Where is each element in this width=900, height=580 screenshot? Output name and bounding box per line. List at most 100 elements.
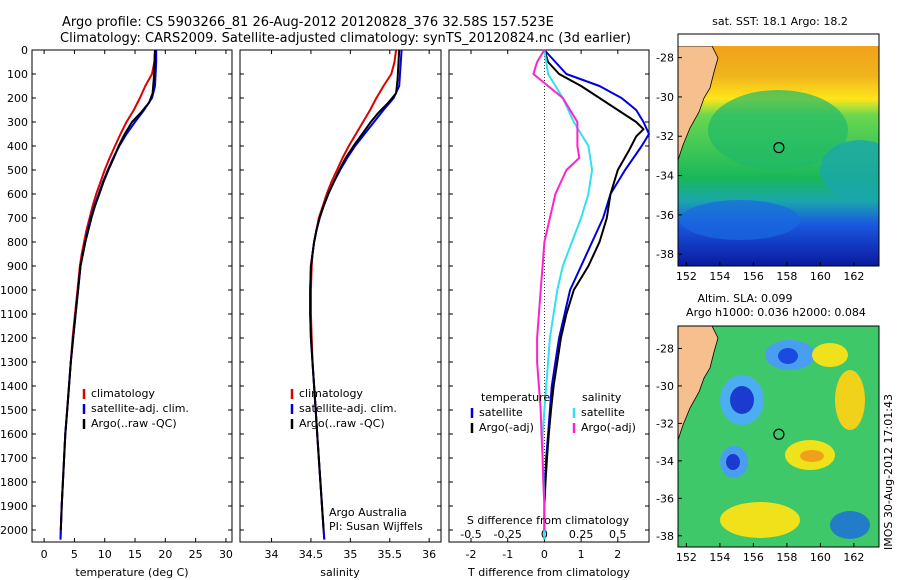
- depth-tick-label: 1900: [0, 500, 28, 513]
- legend-label: satellite-adj. clim.: [299, 402, 397, 415]
- legend-label: Argo(-adj): [581, 421, 636, 434]
- x-tick-label: 2: [614, 548, 621, 561]
- series-line-argo-raw-qc-: [309, 49, 401, 531]
- salinity-x-axis: 34 34.5 35 35.5 36: [265, 50, 436, 561]
- depth-tick-label: 1600: [0, 428, 28, 441]
- x-tick-label: 35: [343, 548, 357, 561]
- legend-label: Argo(..raw -QC): [299, 417, 385, 430]
- s-tick-label: -0.25: [493, 528, 521, 541]
- x-tick-label: 10: [98, 548, 112, 561]
- x-tick-label: 30: [219, 548, 233, 561]
- salinity-panel: 34 34.5 35 35.5 36 climatology satellite-adj.…: [239, 49, 442, 579]
- sla-map-axes: 152 154 156 158 160 162 -28 -30 -32 -34 -36 -38: [656, 342, 864, 564]
- depth-tick-label: 300: [7, 116, 28, 129]
- legend-label: satellite: [479, 406, 523, 419]
- temperature-plot-frame: [31, 49, 233, 543]
- map-x-tick-label: 158: [776, 270, 797, 283]
- sla-field-patch: [830, 511, 870, 539]
- map-x-tick-label: 152: [676, 270, 697, 283]
- sst-map-axes: 152 154 156 158 160 162 -28 -30 -32 -34 -36 -38: [656, 52, 864, 283]
- sst-map: sat. SST: 18.1 Argo: 18.2 152 154 156 158 16…: [656, 15, 880, 283]
- sst-map-title: sat. SST: 18.1 Argo: 18.2: [712, 15, 848, 28]
- t-difference-xlabel: T difference from climatology: [467, 566, 630, 579]
- sla-field-patch: [720, 502, 800, 538]
- depth-tick-label: 500: [7, 164, 28, 177]
- map-y-tick-label: -28: [656, 342, 674, 355]
- legend-label: satellite-adj. clim.: [91, 402, 189, 415]
- x-tick-label: 0: [41, 548, 48, 561]
- sla-field-patch: [726, 454, 740, 470]
- argo-australia-label: Argo Australia: [329, 506, 407, 519]
- depth-tick-label: 700: [7, 212, 28, 225]
- difference-series: [532, 49, 650, 540]
- s-tick-label: 0.25: [569, 528, 594, 541]
- legend-label: satellite: [581, 406, 625, 419]
- x-tick-label: 5: [71, 548, 78, 561]
- depth-tick-label: 1200: [0, 332, 28, 345]
- map-x-tick-label: 158: [776, 551, 797, 564]
- sla-coastline-land: [678, 326, 719, 441]
- sla-field-patch: [835, 370, 865, 430]
- sst-coastline-land: [678, 46, 719, 161]
- map-y-tick-label: -36: [656, 209, 674, 222]
- sla-map-title-2: Argo h1000: 0.036 h2000: 0.084: [686, 306, 866, 319]
- depth-tick-label: 1800: [0, 476, 28, 489]
- s-difference-xlabel: S difference from climatology: [467, 514, 630, 527]
- sla-field-patch: [730, 386, 754, 414]
- legend-temperature-title: temperature: [481, 391, 550, 404]
- s-difference-x-axis: -0.5 -0.25 0 0.25 0.5: [460, 528, 626, 541]
- depth-tick-label: 1400: [0, 380, 28, 393]
- legend-label: climatology: [91, 387, 155, 400]
- difference-panel: -2 -1 0 1 2 -0.5 -0.25 0 0.25 0.5 temperature sal…: [448, 49, 650, 579]
- salinity-xlabel: salinity: [320, 566, 360, 579]
- temperature-panel: 0100200300400500600700800900100011001200…: [0, 44, 233, 579]
- map-x-tick-label: 154: [709, 551, 730, 564]
- sla-field-patch: [812, 343, 848, 367]
- depth-tick-label: 100: [7, 68, 28, 81]
- s-tick-label: 0.5: [609, 528, 627, 541]
- map-y-tick-label: -38: [656, 248, 674, 261]
- sla-map-frame: [677, 325, 880, 548]
- x-tick-label: 25: [189, 548, 203, 561]
- depth-axis: 0 100 200 300 400 500 600 700 800 900 1000 1100 1200…: [0, 44, 28, 537]
- depth-tick-label: 1100: [0, 308, 28, 321]
- x-tick-label: 34.5: [299, 548, 324, 561]
- map-y-tick-label: -32: [656, 417, 674, 430]
- salinity-plot-frame: [239, 49, 442, 543]
- map-x-tick-label: 156: [743, 551, 764, 564]
- map-y-tick-label: -38: [656, 530, 674, 543]
- series-line-salinity-argo-adj-: [532, 49, 581, 530]
- map-x-tick-label: 156: [743, 270, 764, 283]
- t-difference-x-axis: -2 -1 0 1 2: [466, 50, 621, 561]
- sst-map-frame: [677, 33, 880, 267]
- temperature-xlabel: temperature (deg C): [75, 566, 188, 579]
- sla-float-position-marker: [773, 428, 785, 440]
- x-tick-label: 36: [422, 548, 436, 561]
- map-x-tick-label: 154: [709, 270, 730, 283]
- legend-label: Argo(..raw -QC): [91, 417, 177, 430]
- depth-tick-label: 900: [7, 260, 28, 273]
- imos-timestamp: IMOS 30-Aug-2012 17:01:43: [882, 394, 895, 550]
- title-line-1: Argo profile: CS 5903266_81 26-Aug-2012 …: [62, 15, 554, 30]
- sst-field-patch: [680, 200, 800, 240]
- depth-tick-label: 1300: [0, 356, 28, 369]
- x-tick-label: -2: [466, 548, 477, 561]
- map-y-tick-label: -32: [656, 130, 674, 143]
- map-y-tick-label: -36: [656, 492, 674, 505]
- depth-tick-label: 1500: [0, 404, 28, 417]
- series-line-argo-raw-qc-: [59, 49, 156, 531]
- map-y-tick-label: -30: [656, 380, 674, 393]
- temperature-series: [59, 49, 158, 540]
- sst-field-patch: [708, 90, 848, 170]
- map-y-tick-label: -34: [656, 170, 674, 183]
- x-tick-label: 15: [128, 548, 142, 561]
- legend-salinity-title: salinity: [582, 391, 622, 404]
- salinity-legend: climatology satellite-adj. clim. Argo(..ra…: [290, 387, 397, 430]
- x-tick-label: 1: [578, 548, 585, 561]
- map-y-tick-label: -34: [656, 455, 674, 468]
- legend-label: Argo(-adj): [479, 421, 534, 434]
- depth-tick-label: 200: [7, 92, 28, 105]
- salinity-series: [309, 49, 403, 540]
- map-x-tick-label: 160: [810, 551, 831, 564]
